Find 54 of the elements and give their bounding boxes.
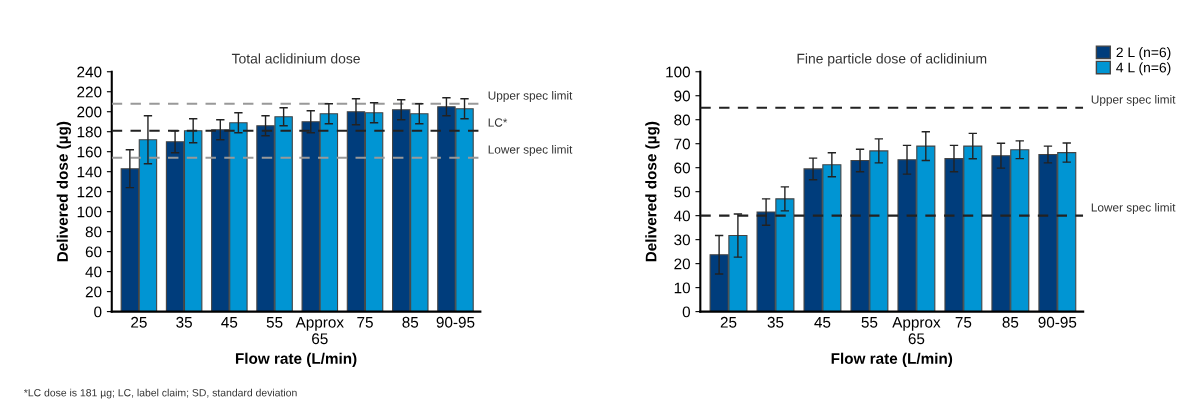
y-tick-label: 80: [85, 226, 102, 238]
x-tick-label: 35: [767, 316, 784, 328]
y-tick-label: 200: [77, 106, 102, 118]
text: *LC dose is 181 µg; LC, label claim; SD, standard deviation: [23, 388, 297, 399]
y-tick-label: 80: [674, 114, 690, 126]
x-tick-label: 55: [266, 317, 283, 328]
ref-line-label: Lower spec limit: [488, 145, 573, 156]
x-tick-label: Approx 65: [892, 317, 941, 345]
y-tick-label: 180: [77, 126, 102, 138]
y-tick-label: 60: [674, 162, 690, 174]
ref-line-label: LC*: [488, 118, 508, 127]
x-tick-label: 90-95: [436, 316, 475, 328]
y-axis-title: Delivered dose (µg): [56, 121, 71, 262]
x-tick-label: 55: [861, 317, 878, 328]
y-tick-label: 220: [77, 86, 102, 98]
x-axis-title: Flow rate (L/min): [235, 352, 357, 367]
x-tick-label: 25: [720, 316, 737, 328]
y-tick-label: 120: [77, 186, 102, 198]
x-tick-label: 25: [131, 316, 147, 328]
legend-label: 4 L (n=6): [1116, 62, 1171, 76]
x-tick-label: 45: [221, 317, 238, 328]
x-tick-label: 85: [402, 316, 419, 328]
y-tick-label: 10: [674, 282, 690, 294]
y-tick-label: 70: [674, 138, 690, 150]
y-tick-label: 0: [94, 306, 102, 318]
y-tick-label: 240: [77, 66, 102, 78]
x-tick-label: 85: [1002, 316, 1019, 328]
y-tick-label: 40: [673, 210, 690, 222]
y-tick-label: 90: [674, 90, 690, 102]
y-axis-title: Delivered dose (µg): [645, 121, 660, 262]
x-axis-title: Flow rate (L/min): [831, 352, 953, 367]
legend-label: 2 L (n=6): [1116, 47, 1171, 60]
y-tick-label: 100: [666, 66, 690, 78]
ref-line-label: Upper spec limit: [1091, 95, 1176, 107]
y-tick-label: 140: [77, 166, 102, 178]
ref-line-label: Lower spec limit: [1091, 202, 1176, 214]
chart-title: Total aclidinium dose: [231, 53, 360, 64]
y-tick-label: 40: [85, 266, 102, 278]
y-tick-label: 20: [85, 286, 102, 298]
ref-line-label: Upper spec limit: [488, 91, 573, 103]
y-tick-label: 160: [77, 146, 102, 158]
x-tick-label: 75: [955, 317, 972, 328]
chart-title: Fine particle dose of aclidinium: [797, 53, 987, 67]
y-tick-label: 30: [674, 234, 690, 246]
y-tick-label: 50: [674, 186, 690, 198]
x-tick-label: 35: [176, 316, 192, 328]
x-tick-label: 90-95: [1038, 316, 1077, 328]
y-tick-label: 100: [77, 206, 102, 218]
x-tick-label: 45: [814, 317, 831, 328]
y-tick-label: 20: [674, 258, 690, 270]
x-tick-label: 75: [357, 317, 373, 328]
x-tick-label: Approx 65: [295, 317, 344, 345]
y-tick-label: 0: [682, 306, 690, 318]
y-tick-label: 60: [85, 246, 102, 258]
